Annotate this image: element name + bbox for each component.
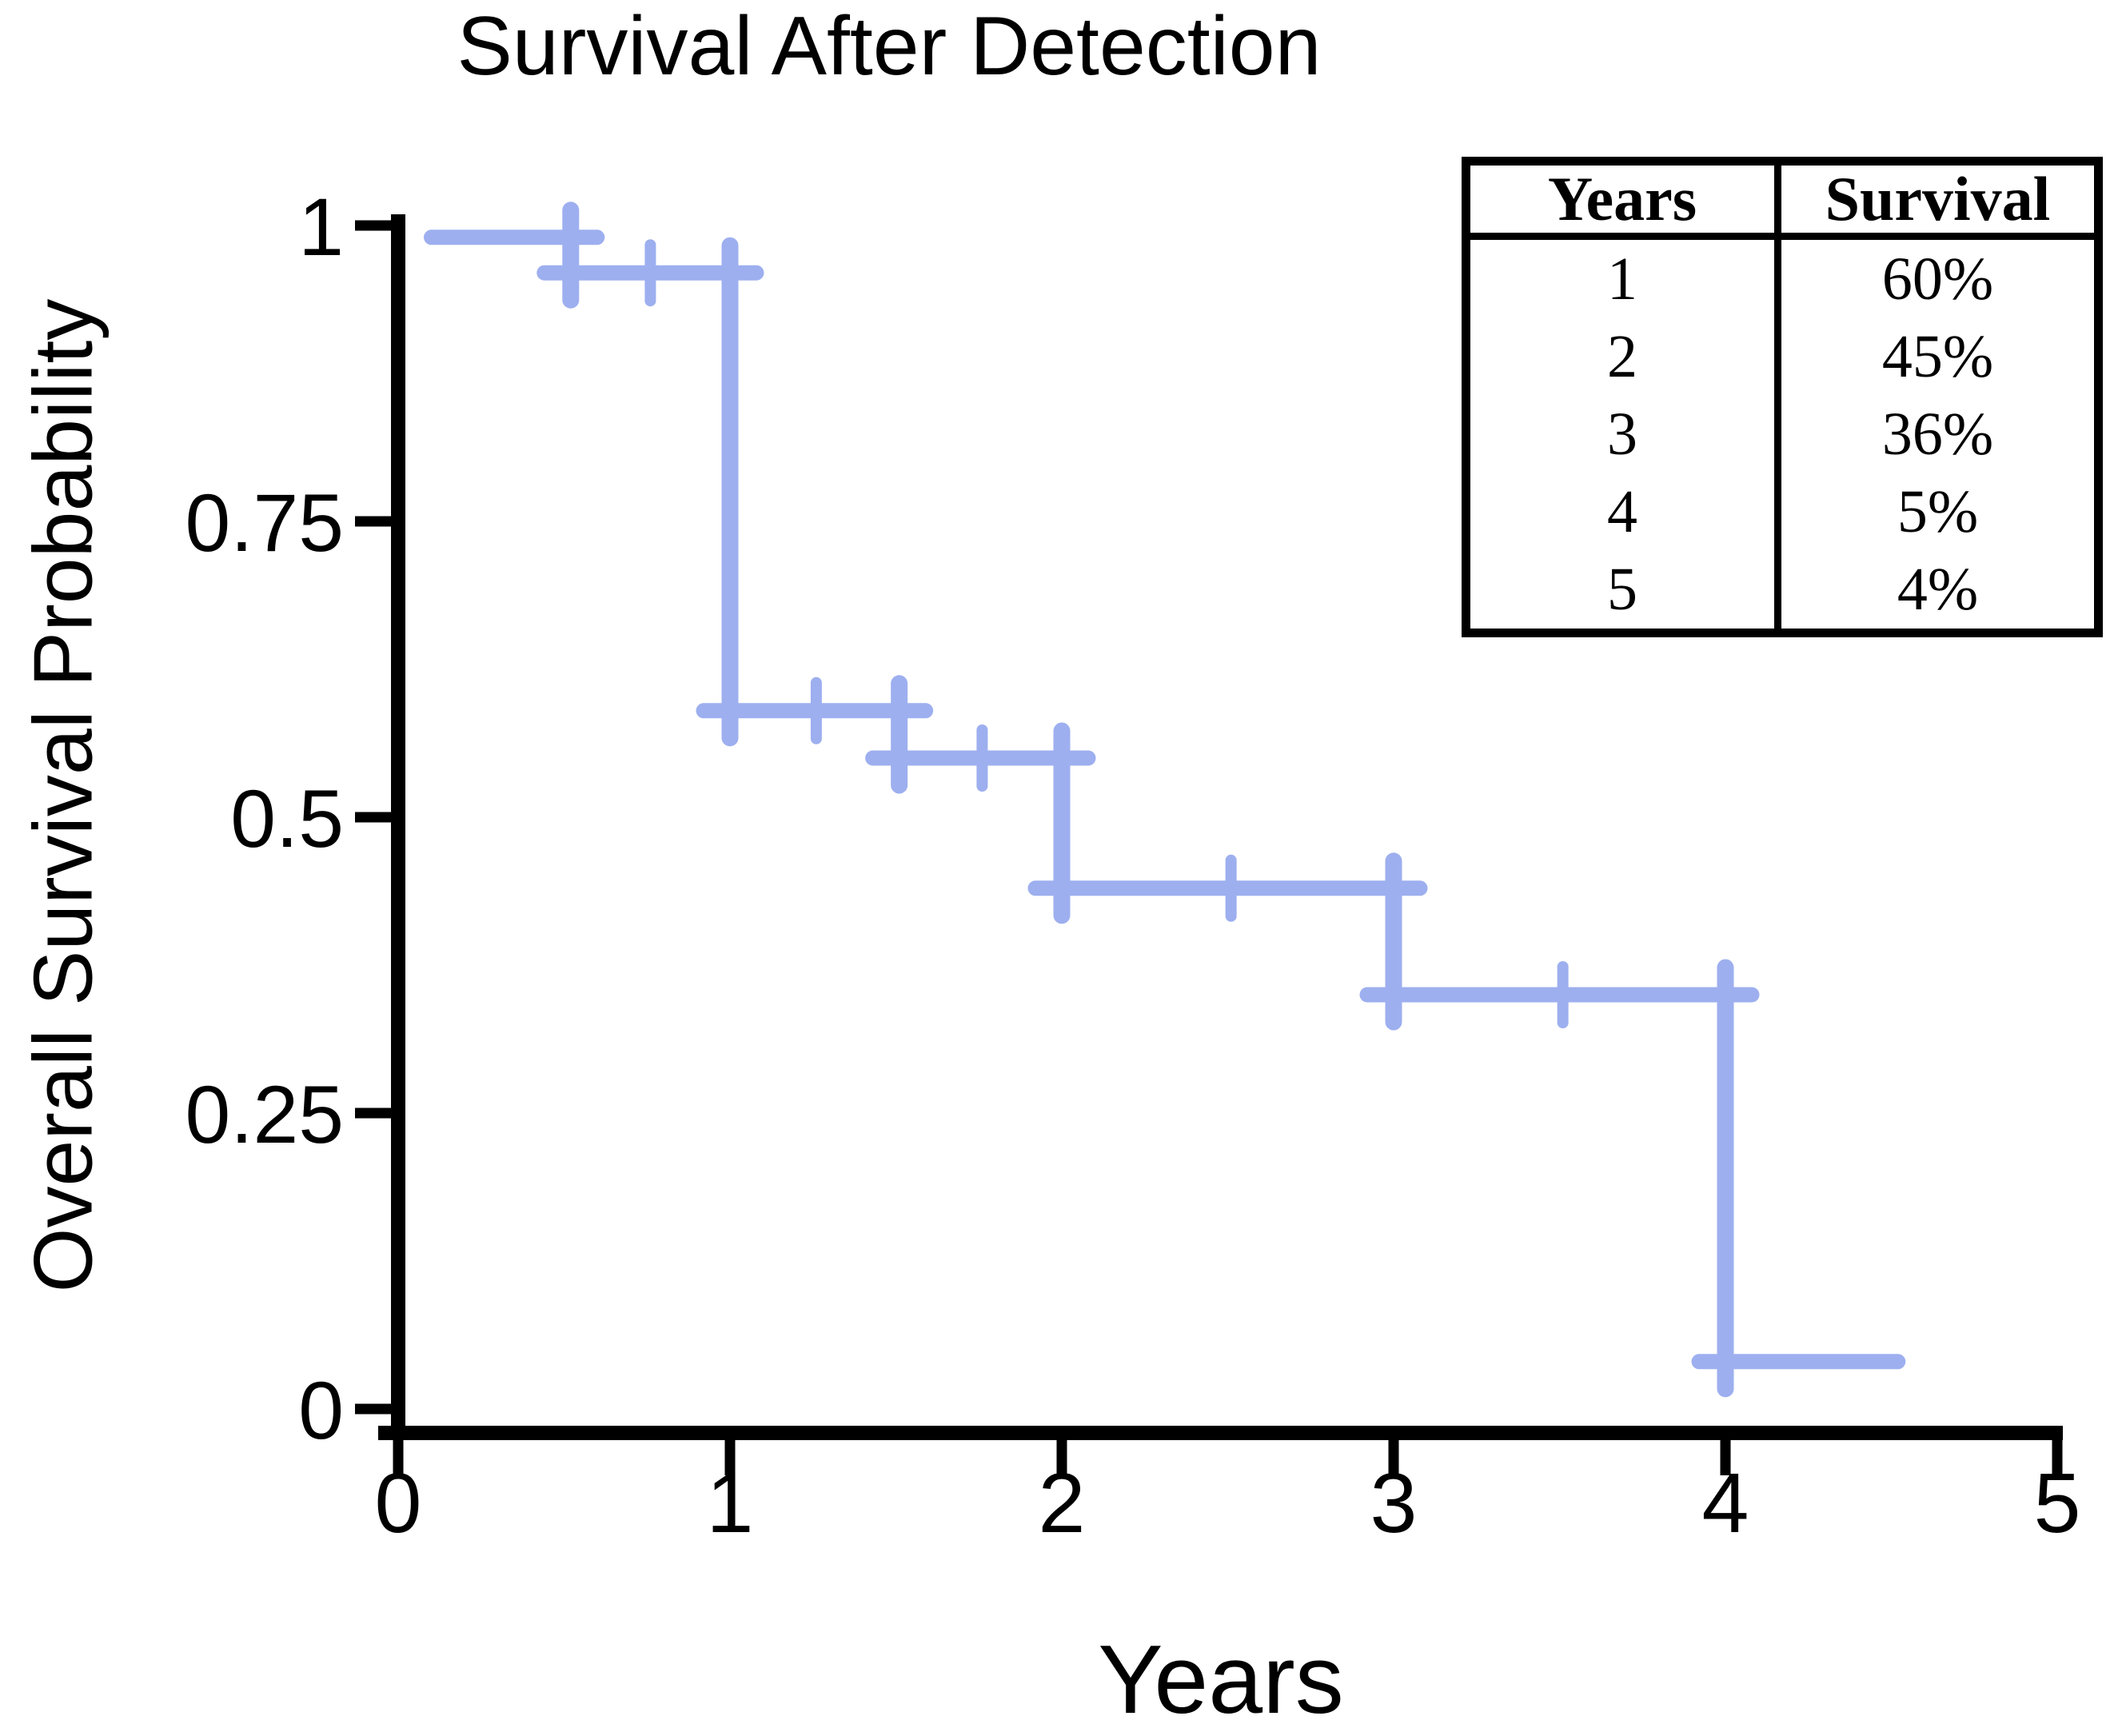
- table-header-survival: Survival: [1781, 166, 2094, 240]
- chart-title: Survival After Detection: [457, 0, 1322, 93]
- table-cell-years-row3: 3: [1470, 395, 1781, 473]
- y-tick-label-0.25: 0.25: [185, 1069, 344, 1160]
- y-tick-label-0.5: 0.5: [230, 773, 344, 864]
- table-cell-years-row2: 2: [1470, 317, 1781, 396]
- x-tick-label-0: 0: [375, 1456, 422, 1550]
- y-tick-label-0.75: 0.75: [185, 477, 344, 569]
- table-cell-years-row4: 4: [1470, 473, 1781, 551]
- table-cell-years-row1: 1: [1470, 240, 1781, 318]
- table-cell-survival-row5: 4%: [1897, 556, 1979, 624]
- table-cell-survival-row1: 60%: [1881, 245, 1994, 313]
- y-tick-label-1: 1: [298, 182, 344, 273]
- x-tick-label-2: 2: [1039, 1456, 1086, 1550]
- x-tick-label-4: 4: [1702, 1456, 1749, 1550]
- y-tick-label-0: 0: [298, 1365, 344, 1456]
- x-tick-label-5: 5: [2034, 1456, 2081, 1550]
- table-cell-survival-row4: 5%: [1897, 478, 1979, 546]
- table-cell-survival-row3: 36%: [1881, 400, 1994, 468]
- table-cell-years-row5: 5: [1470, 550, 1781, 629]
- table-header-years: Years: [1470, 166, 1781, 240]
- x-axis-label: Years: [1098, 1625, 1344, 1734]
- table-cell-survival-row2: 45%: [1881, 322, 1994, 390]
- x-tick-label-3: 3: [1370, 1456, 1418, 1550]
- survival-table: Years Survival 1 60% 2 45% 3 36% 4 5% 5 4%: [1462, 157, 2103, 637]
- x-tick-label-1: 1: [707, 1456, 754, 1550]
